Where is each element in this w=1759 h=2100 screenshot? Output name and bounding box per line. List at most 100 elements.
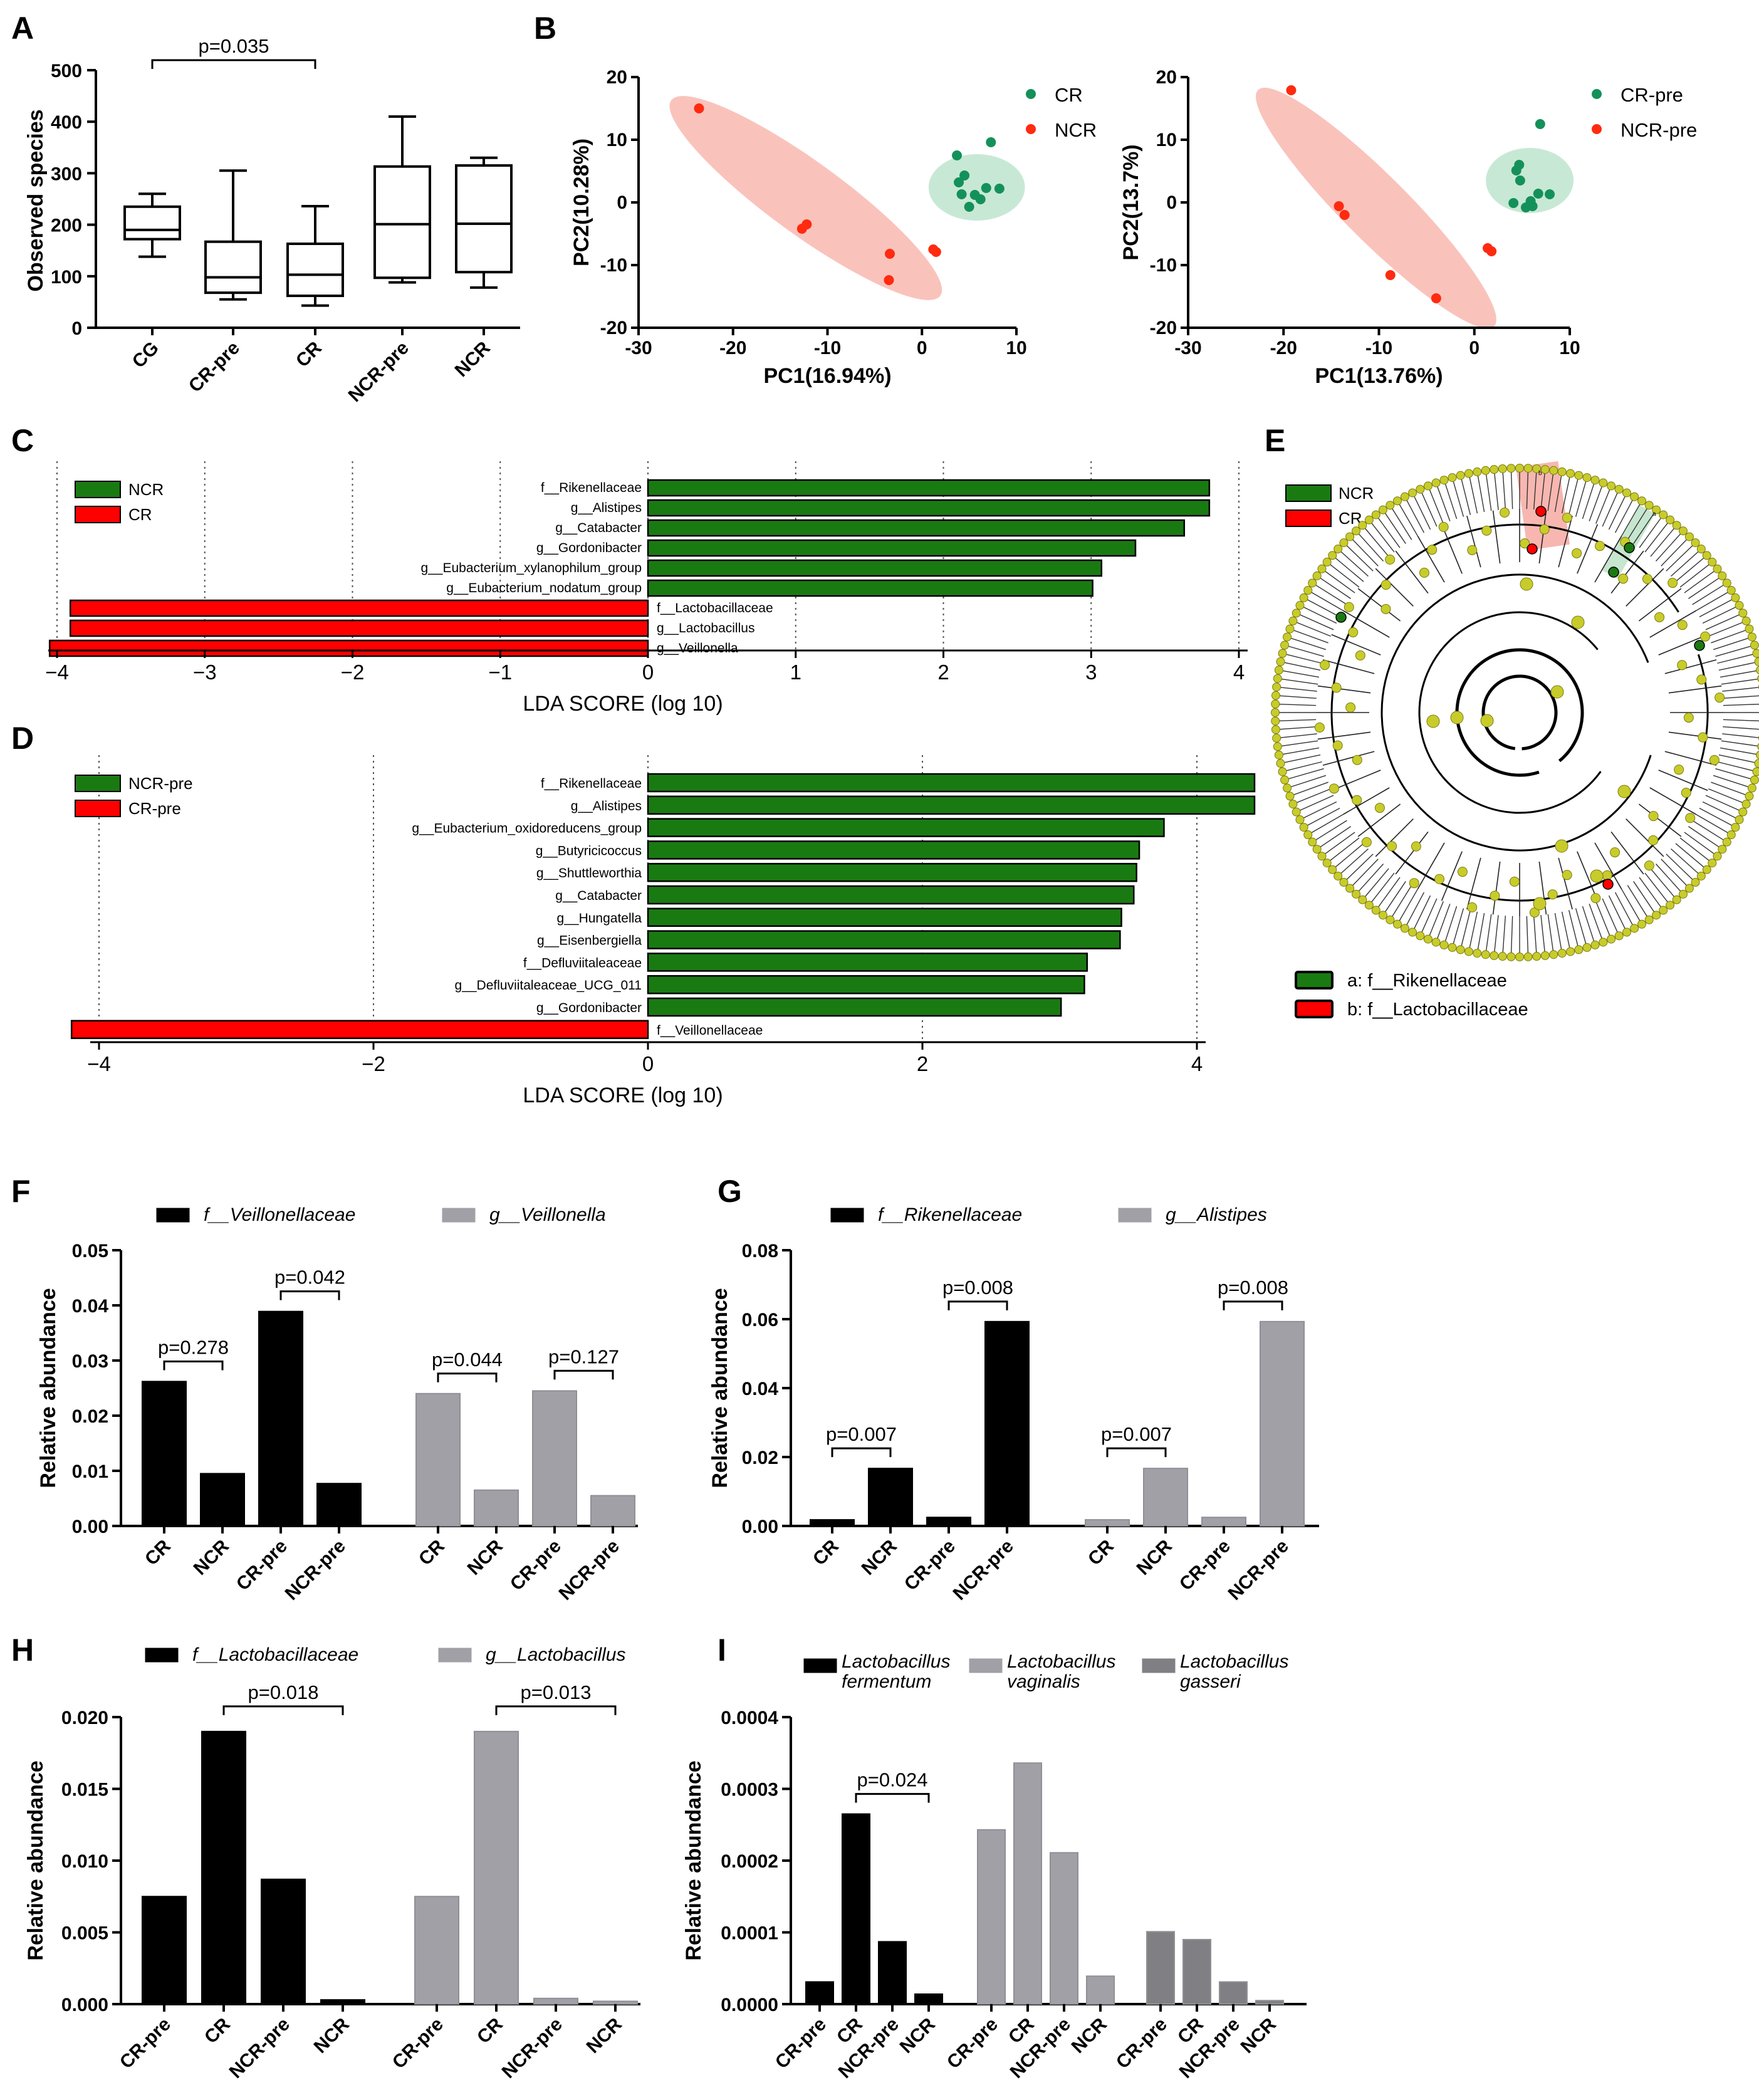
b1-legend-label: NCR: [1055, 119, 1097, 141]
e-internal-node: [1654, 612, 1665, 622]
e-internal-node: [1683, 713, 1694, 723]
e-internal-node: [1644, 860, 1654, 871]
e-clade-arc: [1481, 674, 1558, 751]
h-bar: [474, 1730, 519, 2005]
g-bar: [1143, 1468, 1188, 1527]
e-leaf-node: [1506, 952, 1516, 961]
e-leaf-node: [1735, 815, 1744, 824]
e-leaf-node: [1283, 632, 1292, 642]
g-pvalue-label: p=0.007: [826, 1423, 897, 1445]
e-leaf-node: [1328, 865, 1337, 874]
e-leaf-node: [1292, 807, 1301, 817]
e-node-marker-a: a: [1652, 511, 1656, 518]
e-leaf-node: [1352, 526, 1361, 536]
f-x-tick-label: NCR-pre: [281, 1536, 350, 1604]
b1-legend-marker: [1026, 89, 1036, 99]
a-x-tick-label: CR-pre: [185, 338, 244, 397]
c-x-tick-label: −4: [45, 661, 69, 684]
h-x-tick-label: CR-pre: [389, 2014, 447, 2073]
h-bar: [261, 1878, 306, 2005]
i-y-axis-title: Relative abundance: [682, 1760, 706, 1960]
e-leaf-node: [1280, 775, 1290, 785]
e-internal-node: [1419, 567, 1429, 578]
e-leaf-node: [1334, 871, 1343, 880]
a-y-tick-label: 0: [71, 318, 82, 339]
i-x-tick-label: CR-pre: [771, 2014, 830, 2073]
f-x-tick-label: NCR: [190, 1535, 234, 1579]
b2-legend-label: NCR-pre: [1621, 119, 1697, 141]
e-leaf-node: [1666, 515, 1675, 525]
i-y-tick-label: 0.0004: [721, 1708, 778, 1728]
e-internal-node: [1681, 788, 1691, 798]
e-leaf-node: [1423, 934, 1433, 944]
g-y-tick-label: 0.04: [742, 1379, 779, 1399]
f-pvalue-label: p=0.044: [432, 1349, 503, 1371]
e-leaf-node: [1726, 586, 1736, 595]
e-leaf-node: [1666, 901, 1675, 910]
e-leaf-node: [1490, 465, 1499, 474]
g-bar: [1201, 1517, 1246, 1527]
e-leaf-node: [1691, 877, 1700, 887]
a-box: [286, 243, 344, 298]
e-legend-label: NCR: [1339, 484, 1374, 503]
i-x-tick-label: CR-pre: [943, 2014, 1002, 2073]
b1-point-CR: [964, 202, 974, 212]
b2-point-NCR-pre: [1486, 246, 1497, 256]
f-bar: [532, 1390, 577, 1527]
e-legend-label: CR: [1339, 509, 1362, 528]
e-leaf-node: [1416, 931, 1425, 941]
d-bar-label: g__Eubacterium_oxidoreducens_group: [412, 822, 642, 836]
e-leaf-node: [1278, 767, 1287, 776]
c-x-tick-label: 3: [1085, 661, 1097, 684]
g-bar: [926, 1517, 971, 1527]
c-legend-swatch: [75, 506, 121, 523]
e-leaf-node: [1696, 871, 1706, 880]
e-clade-arc: [1418, 611, 1602, 814]
e-leaf-node: [1431, 478, 1441, 488]
c-legend-swatch: [75, 481, 121, 498]
e-leaf-node: [1722, 578, 1731, 588]
e-leaf-node: [1386, 915, 1395, 924]
d-bar-label: f__Defluviitaleaceae: [523, 956, 642, 970]
d-bar-label: g__Gordonibacter: [536, 1001, 642, 1015]
f-y-tick-label: 0.04: [72, 1296, 109, 1317]
e-marker-swatch: [1295, 971, 1334, 990]
e-leaf-node: [1549, 466, 1558, 475]
f-bar: [142, 1381, 187, 1527]
e-internal-node: [1481, 525, 1492, 536]
e-leaf-node: [1574, 471, 1584, 480]
i-y-tick-label: 0.0001: [721, 1923, 778, 1944]
e-leaf-node: [1272, 682, 1281, 692]
c-bar: [647, 499, 1211, 517]
e-leaf-node: [1515, 464, 1524, 473]
g-pvalue-label: p=0.008: [1218, 1277, 1288, 1298]
e-clade-arc: [1381, 573, 1652, 852]
e-internal-node: [1602, 870, 1612, 880]
e-leaf-node: [1352, 889, 1361, 899]
e-leaf-node: [1334, 545, 1343, 554]
d-bar-label: g__Defluviitaleaceae_UCG_011: [455, 978, 642, 993]
e-leaf-node: [1274, 666, 1283, 675]
f-bar: [415, 1392, 461, 1527]
e-significant-node-cr: [1602, 879, 1614, 890]
e-significant-node-cr: [1527, 543, 1538, 555]
e-leaf-node: [1273, 742, 1282, 751]
e-leaf-node: [1708, 859, 1717, 868]
c-bar-label: f__Rikenellaceae: [541, 481, 642, 495]
e-leaf-node: [1364, 515, 1374, 525]
e-internal-node: [1467, 545, 1478, 555]
g-bar: [1085, 1519, 1130, 1527]
e-leaf-node: [1393, 919, 1402, 929]
b1-point-NCR: [884, 275, 894, 285]
i-x-tick-label: CR-pre: [1112, 2014, 1171, 2073]
e-leaf-node: [1285, 791, 1295, 801]
b1-x-tick-label: 10: [1006, 338, 1026, 358]
g-pvalue-bracket: [947, 1300, 1008, 1310]
b1-point-CR: [994, 184, 1005, 194]
e-leaf-node: [1473, 949, 1482, 958]
d-bar: [647, 997, 1062, 1017]
e-internal-node: [1361, 837, 1372, 847]
i-bar: [1013, 1762, 1042, 2005]
i-legend-swatch: [803, 1658, 837, 1673]
e-leaf-node: [1731, 593, 1740, 602]
